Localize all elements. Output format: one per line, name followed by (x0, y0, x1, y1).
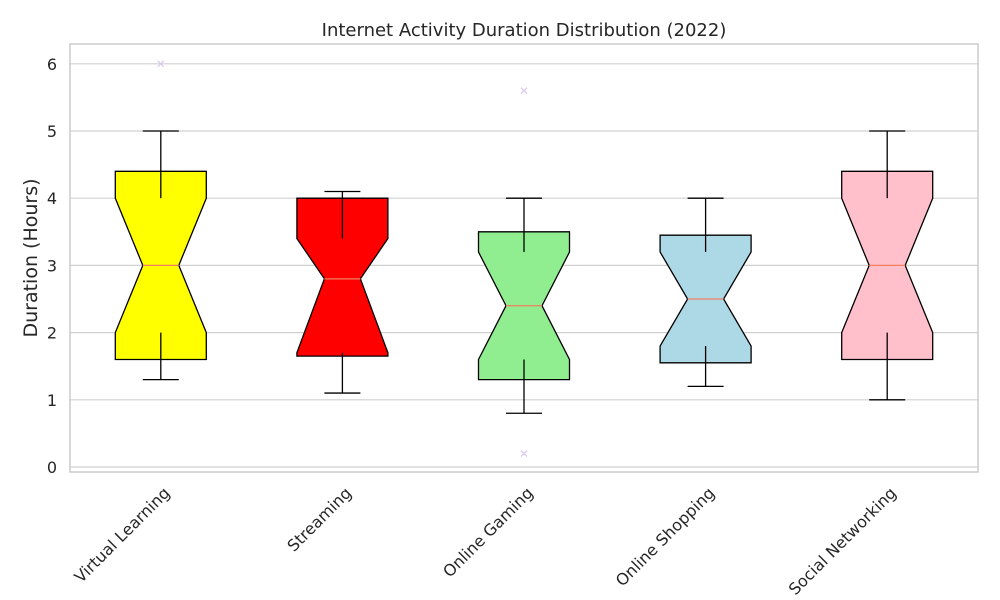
x-tick-label: Online Shopping (612, 483, 719, 590)
box-online-shopping (659, 197, 752, 388)
y-tick-labels: 0 1 2 3 4 5 6 (47, 55, 57, 477)
y-tick-label: 0 (47, 458, 57, 477)
box-social-networking (841, 130, 934, 401)
outlier-marker (157, 60, 165, 68)
plot-frame (69, 43, 979, 473)
x-tick-label: Virtual Learning (71, 483, 174, 586)
y-axis-label: Duration (Hours) (20, 178, 42, 337)
y-tick-label: 5 (47, 122, 57, 141)
x-tick-labels: Virtual Learning Streaming Online Gaming On… (71, 483, 901, 598)
outlier-marker (520, 450, 528, 458)
y-tick-label: 2 (47, 324, 57, 343)
y-tick-label: 6 (47, 55, 57, 74)
y-tick-label: 3 (47, 256, 57, 275)
x-tick-label: Streaming (283, 483, 355, 555)
box-streaming (296, 190, 389, 394)
box-online-gaming (477, 87, 571, 458)
x-tick-label: Online Gaming (439, 483, 537, 581)
box-virtual-learning (114, 60, 207, 381)
chart-title: Internet Activity Duration Distribution … (322, 20, 727, 41)
y-tick-label: 4 (47, 189, 57, 208)
x-tick-label: Social Networking (785, 483, 900, 598)
boxes-layer (114, 60, 934, 458)
notched-box (296, 197, 389, 357)
y-tick-label: 1 (47, 391, 57, 410)
outlier-marker (520, 87, 528, 95)
